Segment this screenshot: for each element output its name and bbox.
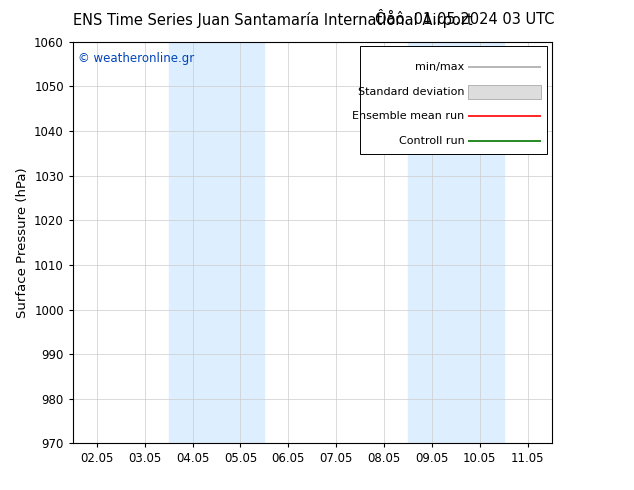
Y-axis label: Surface Pressure (hPa): Surface Pressure (hPa) [16,167,29,318]
Bar [169,42,264,443]
Text: Ôåô. 01.05.2024 03 UTC: Ôåô. 01.05.2024 03 UTC [375,12,555,27]
Text: © weatheronline.gr: © weatheronline.gr [78,52,194,65]
Bar [408,42,504,443]
Text: ENS Time Series Juan Santamaría International Airport: ENS Time Series Juan Santamaría Internat… [73,12,472,28]
